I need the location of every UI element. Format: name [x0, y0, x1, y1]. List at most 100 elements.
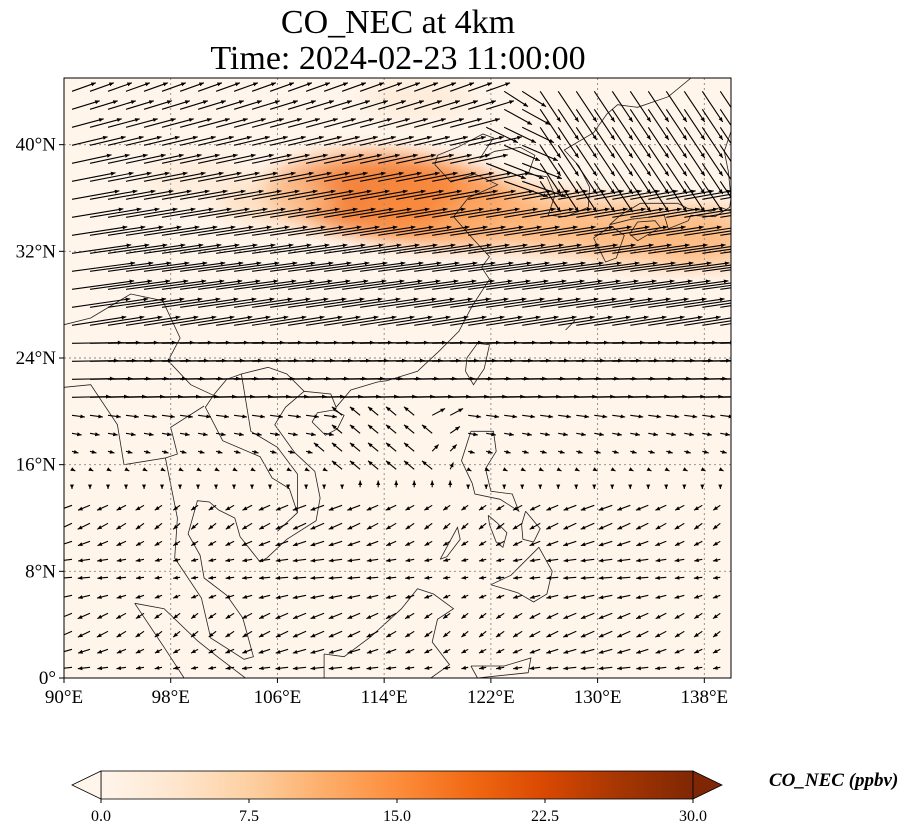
wind-arrow — [539, 180, 562, 213]
wind-arrow — [258, 666, 271, 671]
wind-arrow — [674, 540, 685, 547]
wind-arrow — [617, 558, 631, 563]
wind-arrow — [594, 243, 654, 254]
wind-arrow — [225, 648, 235, 654]
wind-arrow — [503, 144, 541, 162]
wind-arrow — [331, 442, 343, 452]
wind-arrow — [89, 414, 103, 419]
wind-arrow — [275, 648, 289, 654]
wind-arrow — [396, 315, 451, 326]
wind-arrow — [594, 261, 658, 272]
wind-arrow — [468, 207, 520, 218]
wind-arrow — [664, 484, 669, 489]
wind-arrow — [77, 666, 91, 671]
wind-arrow — [594, 225, 650, 236]
wind-arrow — [64, 612, 73, 618]
wind-arrow — [342, 207, 394, 218]
wind-arrow — [617, 648, 631, 654]
wind-arrow — [522, 207, 574, 218]
wind-arrow — [233, 82, 259, 92]
wind-arrow — [396, 189, 444, 200]
wind-arrow — [216, 261, 280, 272]
wind-arrow — [461, 575, 469, 580]
wind-arrow — [486, 82, 511, 92]
wind-arrow — [143, 315, 199, 326]
wind-arrow — [125, 261, 190, 272]
wind-arrow — [225, 522, 235, 530]
wind-arrow — [712, 594, 721, 599]
wind-arrow — [655, 630, 667, 638]
wind-arrow — [366, 504, 379, 511]
wind-arrow — [215, 171, 260, 182]
wind-arrow — [306, 432, 316, 437]
wind-arrow — [520, 484, 525, 490]
wind-arrow — [116, 612, 127, 620]
wind-arrow — [450, 225, 506, 236]
wind-arrow — [216, 432, 226, 437]
wind-arrow — [323, 135, 360, 146]
wind-arrow — [241, 540, 253, 547]
wind-arrow — [414, 315, 469, 326]
wind-arrow — [529, 504, 541, 511]
wind-arrow — [414, 279, 477, 290]
wind-arrow — [89, 315, 145, 326]
wind-arrow — [288, 432, 298, 437]
wind-arrow — [252, 315, 307, 326]
wind-arrow — [179, 171, 224, 182]
coastline-segment — [64, 293, 163, 326]
wind-arrow — [71, 432, 82, 437]
wind-arrow — [328, 648, 343, 654]
wind-arrow — [580, 522, 595, 530]
wind-arrow — [684, 414, 698, 419]
wind-arrow — [414, 225, 470, 236]
coastline-segment — [470, 657, 532, 678]
wind-arrow — [486, 162, 526, 180]
wind-arrow — [107, 297, 167, 308]
wind-arrow — [563, 522, 577, 530]
latitude-tick-label: 8°N — [25, 561, 56, 582]
wind-arrow — [443, 558, 451, 562]
wind-arrow — [270, 207, 322, 218]
wind-arrow — [701, 126, 724, 159]
wind-arrow — [693, 594, 703, 599]
wind-arrow — [288, 297, 347, 308]
wind-arrow — [347, 540, 361, 547]
wind-arrow — [71, 189, 120, 200]
wind-arrow — [386, 575, 397, 580]
wind-arrow — [242, 504, 253, 511]
wind-arrow — [252, 243, 312, 254]
wind-arrow — [378, 171, 422, 182]
wind-arrow — [196, 484, 200, 489]
wind-arrow — [179, 135, 216, 146]
wind-arrow — [125, 279, 189, 290]
wind-arrow — [180, 414, 193, 419]
wind-arrow — [598, 594, 613, 600]
wind-arrow — [198, 297, 257, 308]
wind-arrow — [268, 467, 274, 472]
wind-arrow — [702, 193, 731, 200]
wind-arrow — [304, 484, 309, 490]
wind-arrow — [197, 450, 205, 454]
wind-arrow — [64, 666, 73, 669]
wind-arrow — [378, 189, 426, 200]
wind-arrow — [405, 504, 415, 511]
wind-arrow — [611, 144, 634, 177]
wind-arrow — [116, 504, 127, 511]
wind-arrow — [598, 522, 613, 530]
longitude-tick-label: 90°E — [45, 687, 83, 708]
wind-arrow — [378, 279, 441, 290]
wind-arrow — [594, 279, 657, 290]
wind-arrow — [292, 630, 307, 638]
wind-arrow — [328, 612, 343, 620]
wind-arrow — [616, 540, 631, 547]
latitude-tick-label: 32°N — [16, 241, 57, 262]
wind-arrow — [630, 432, 641, 437]
wind-arrow — [403, 460, 415, 470]
wind-arrow — [720, 342, 731, 344]
wind-arrow — [612, 297, 671, 308]
wind-arrow — [197, 135, 234, 146]
wind-arrow — [258, 630, 271, 638]
wind-arrow — [513, 612, 523, 620]
wind-arrow — [71, 100, 100, 110]
wind-arrow — [197, 153, 238, 164]
